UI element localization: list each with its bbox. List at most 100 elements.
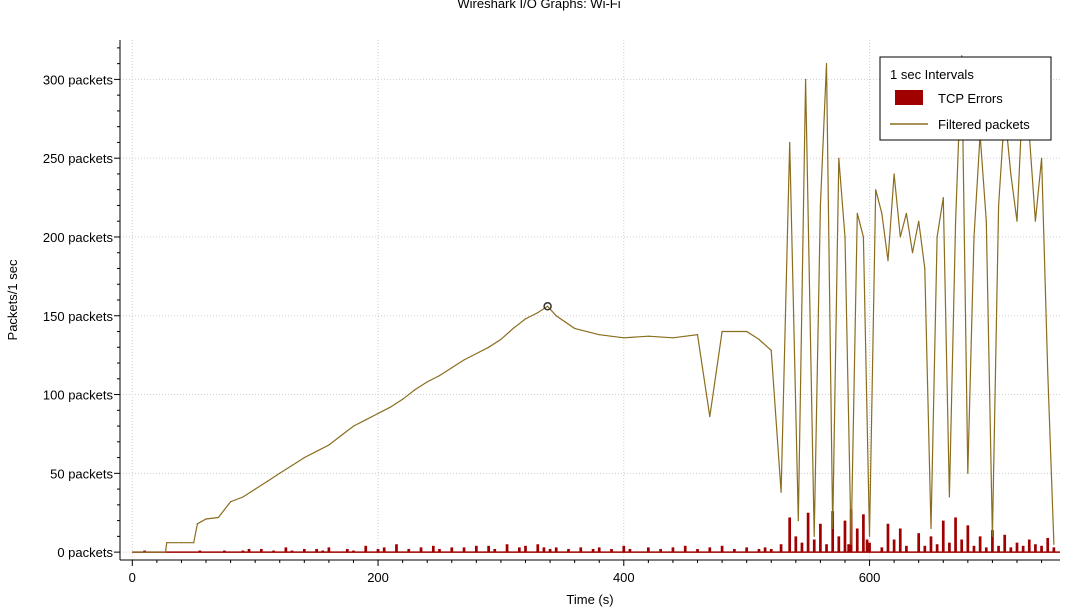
filtered-packets-point	[936, 236, 938, 238]
filtered-packets-point	[500, 338, 502, 340]
filtered-packets-point	[911, 252, 914, 254]
filtered-packets-point	[721, 330, 723, 333]
filtered-packets-point	[954, 220, 957, 222]
tcp-error-bar	[1034, 544, 1037, 553]
tcp-error-bar	[825, 544, 828, 553]
tcp-error-bar	[865, 539, 869, 553]
filtered-packets-point	[967, 472, 969, 474]
filtered-packets-point	[166, 542, 168, 544]
filtered-packets-point	[131, 551, 133, 553]
window-title: Wireshark I/O Graphs: Wi-Fi	[457, 0, 621, 11]
tcp-error-bar	[647, 547, 650, 553]
tcp-error-bar	[886, 523, 890, 553]
filtered-packets-point	[414, 389, 416, 391]
filtered-packets-point	[758, 338, 760, 340]
filtered-packets-point	[918, 220, 920, 222]
filtered-packets-point	[303, 456, 305, 459]
tcp-error-bar	[567, 548, 570, 553]
filtered-packets-point	[193, 542, 195, 544]
tcp-error-bar	[474, 545, 478, 553]
tcp-error-bar	[1009, 547, 1013, 553]
tcp-error-bar	[929, 536, 933, 553]
tcp-error-bar	[382, 547, 386, 553]
tcp-error-bar	[259, 548, 263, 553]
filtered-packets-point	[825, 63, 828, 65]
tcp-error-bar	[345, 548, 349, 553]
axes: 0 200 400 600 0 packets 50 packets 100 packets…	[5, 40, 1060, 607]
filtered-packets-point	[797, 520, 799, 522]
tcp-error-bar	[247, 548, 251, 553]
filtered-packets-point	[229, 501, 232, 503]
tcp-error-bar	[1027, 539, 1031, 553]
tcp-error-bar	[671, 547, 675, 553]
tcp-error-bar	[745, 547, 749, 553]
selected-point-marker	[543, 302, 552, 311]
filtered-packets-point	[942, 196, 944, 199]
tcp-error-bar	[450, 547, 454, 553]
tcp-error-bar	[302, 548, 306, 553]
filtered-packets-point	[537, 312, 539, 314]
filtered-packets-point	[862, 236, 864, 238]
filtered-packets-point	[180, 542, 183, 544]
filtered-packets-point	[1010, 173, 1012, 175]
filtered-packets-point	[930, 527, 932, 530]
tcp-error-bar	[548, 548, 552, 553]
tcp-error-bar	[855, 528, 859, 553]
filtered-packets-point	[899, 236, 901, 238]
tcp-error-bar	[622, 545, 626, 553]
filtered-packets-point	[205, 518, 207, 520]
legend-entry-label: TCP Errors	[938, 91, 1003, 106]
tcp-error-bar	[769, 548, 773, 553]
filtered-packets-point	[961, 55, 963, 57]
filtered-packets-series	[131, 55, 1055, 553]
filtered-packets-point	[402, 398, 404, 400]
filtered-packets-point	[832, 527, 834, 530]
filtered-packets-point	[838, 157, 840, 159]
filtered-packets-point	[377, 412, 379, 415]
tcp-errors-bars	[132, 509, 1060, 553]
filtered-packets-point	[868, 535, 871, 537]
filtered-packets-point	[328, 444, 330, 446]
filtered-packets-point	[488, 346, 490, 348]
filtered-packets-point	[266, 480, 269, 482]
filtered-packets-point	[1053, 543, 1055, 545]
tcp-error-bar	[917, 533, 921, 553]
filtered-packets-point	[352, 425, 355, 427]
filtered-packets-point	[217, 516, 219, 519]
tcp-error-bar	[984, 547, 988, 553]
tcp-error-bar	[487, 545, 490, 553]
filtered-packets-point	[905, 212, 908, 214]
filtered-packets-point	[524, 318, 527, 320]
filtered-packets-point	[512, 327, 514, 329]
tcp-error-bar	[493, 548, 497, 553]
y-axis-label: Packets/1 sec	[5, 259, 20, 340]
tcp-error-bar	[683, 545, 687, 553]
filtered-packets-point	[893, 173, 895, 175]
filtered-packets-point	[279, 472, 281, 474]
tcp-error-bar	[966, 525, 970, 553]
y-tick-label: 100 packets	[43, 388, 114, 403]
tcp-error-bar	[696, 548, 699, 553]
tcp-error-bar	[1046, 537, 1050, 553]
tcp-error-bar	[198, 550, 202, 553]
tcp-error-bar	[720, 545, 724, 553]
tcp-error-bar	[524, 545, 527, 553]
tcp-error-bar	[579, 547, 583, 553]
filtered-packets-point	[1016, 220, 1018, 222]
legend-swatch-tcp-errors	[895, 90, 923, 105]
x-axis-label: Time (s)	[566, 592, 613, 607]
filtered-packets-point	[881, 212, 883, 214]
filtered-packets-point	[948, 496, 951, 498]
tcp-error-bar	[591, 548, 595, 553]
filtered-packets-point	[856, 212, 858, 214]
filtered-packets-point	[389, 406, 391, 408]
tcp-error-bar	[868, 542, 871, 553]
tcp-error-bar	[352, 550, 355, 553]
filtered-packets-point	[887, 260, 889, 262]
tcp-error-bar	[659, 548, 663, 553]
tcp-error-bar	[364, 545, 368, 553]
tcp-error-bar	[733, 548, 736, 553]
legend[interactable]: 1 sec Intervals TCP Errors Filtered packet…	[879, 56, 1052, 141]
tcp-error-bar	[923, 545, 927, 553]
